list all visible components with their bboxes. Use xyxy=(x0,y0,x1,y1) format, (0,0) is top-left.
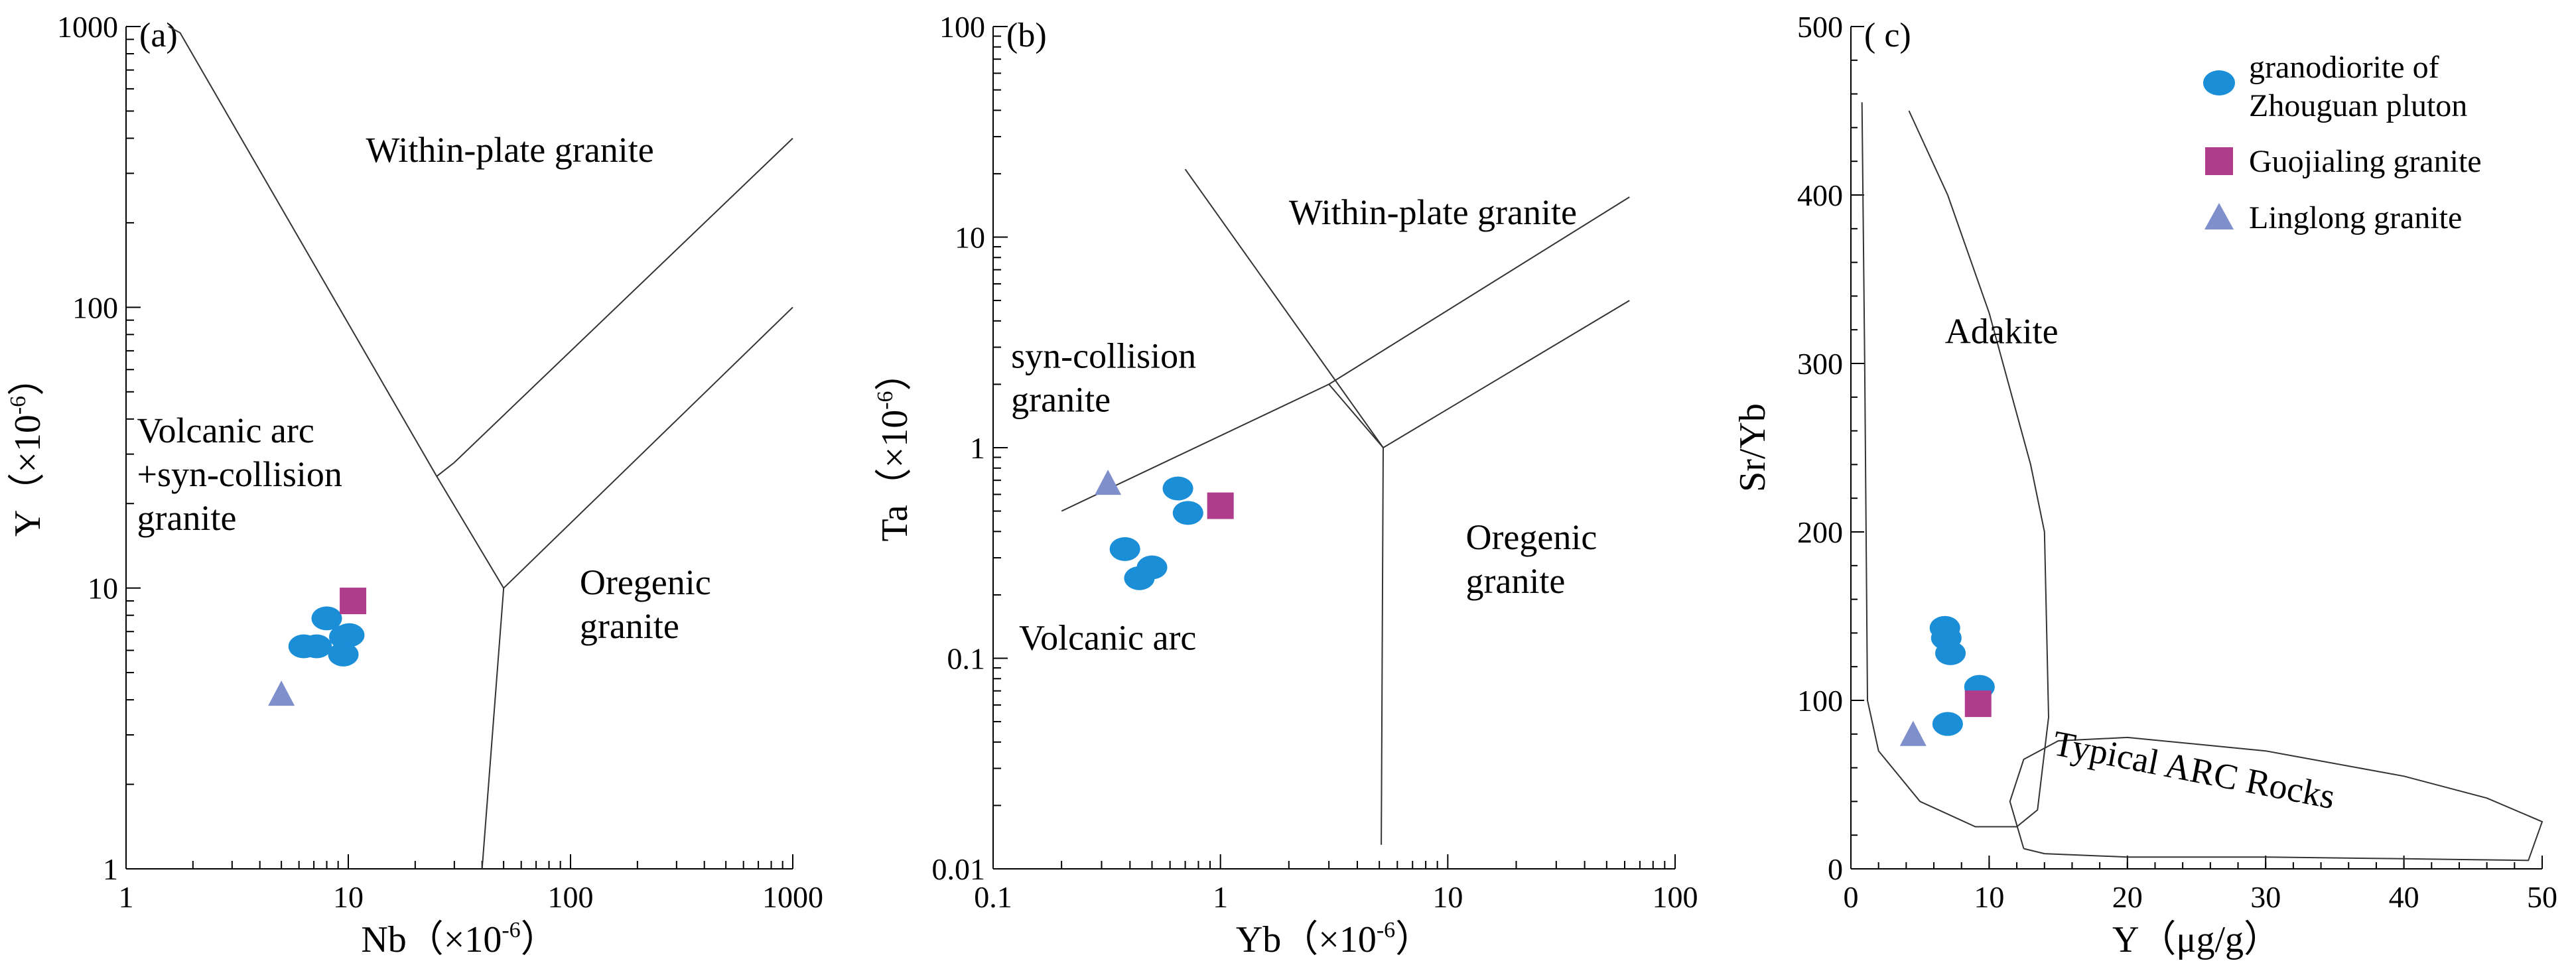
x-tick-label: 1 xyxy=(1213,880,1228,914)
granodiorite-point xyxy=(328,642,359,667)
granodiorite-point xyxy=(1109,537,1140,561)
legend-square-marker xyxy=(2205,147,2233,175)
field-boundary xyxy=(2009,736,2543,862)
y-tick-label: 10 xyxy=(88,572,118,606)
y-tick-label: 500 xyxy=(1797,10,1843,44)
granodiorite-point xyxy=(1124,566,1155,590)
y-tick-label: 0.1 xyxy=(947,642,986,676)
x-tick-label: 50 xyxy=(2527,880,2557,914)
granodiorite-point xyxy=(1935,641,1966,665)
x-tick-label: 0 xyxy=(1844,880,1859,914)
y-tick-label: 100 xyxy=(72,290,118,324)
legend-circle-marker xyxy=(2203,70,2235,96)
y-axis-title: Y（×10-6） xyxy=(6,359,48,537)
x-tick-label: 30 xyxy=(2250,880,2281,914)
y-tick-label: 100 xyxy=(939,10,985,44)
field-boundary xyxy=(1383,300,1630,448)
field-label: syn-collision granite xyxy=(1011,336,1196,419)
granodiorite-point xyxy=(1162,476,1193,501)
x-tick-label: 10 xyxy=(333,880,364,914)
y-tick-label: 1000 xyxy=(57,10,118,44)
field-label: Volcanic arc +syn-collision granite xyxy=(137,411,342,538)
granodiorite-point xyxy=(1932,712,1963,736)
legend: granodiorite of Zhouguan pluton Guojialing… xyxy=(2203,50,2482,235)
y-tick-label: 400 xyxy=(1797,178,1843,212)
x-tick-label: 0.1 xyxy=(974,880,1012,914)
field-boundary xyxy=(1861,102,2050,828)
field-boundary xyxy=(503,306,793,589)
y-tick-label: 1 xyxy=(970,431,985,465)
legend-label: granodiorite of Zhouguan pluton xyxy=(2249,50,2467,123)
y-axis-title: Sr/Yb xyxy=(1732,403,1773,492)
field-label: Volcanic arc xyxy=(1019,617,1196,657)
x-axis-title: Nb（×10-6） xyxy=(361,918,557,960)
legend-triangle-marker xyxy=(2204,203,2234,229)
panel-label: (a) xyxy=(139,17,178,54)
panel-label: (b) xyxy=(1006,17,1047,54)
y-tick-label: 10 xyxy=(955,221,985,255)
linglong-point xyxy=(1095,470,1122,495)
field-label: Oregenic granite xyxy=(1465,517,1597,601)
y-tick-label: 100 xyxy=(1797,684,1843,718)
guojialing-point xyxy=(1964,690,1992,718)
x-tick-label: 10 xyxy=(1432,880,1463,914)
linglong-point xyxy=(268,680,295,706)
panel-a-nb-y-diagram: 1 10 100 1000 1 10 100 1000 (a) Nb（×10-6） Y（×10-6）… xyxy=(6,10,823,960)
guojialing-point xyxy=(1207,492,1234,519)
x-tick-label: 100 xyxy=(548,880,594,914)
y-tick-label: 1 xyxy=(103,852,118,886)
granodiorite-point xyxy=(311,606,342,631)
x-axis-title: Yb（×10-6） xyxy=(1236,918,1432,960)
y-tick-label: 200 xyxy=(1797,515,1843,549)
field-label: Within-plate granite xyxy=(366,130,654,170)
linglong-point xyxy=(1899,720,1927,746)
y-tick-label: 0 xyxy=(1828,852,1843,886)
field-label: Adakite xyxy=(1945,312,2059,352)
granodiorite-point xyxy=(1172,501,1203,525)
x-axis-title: Y（μg/g） xyxy=(2112,919,2281,960)
granodiorite-point xyxy=(301,634,332,659)
granodiorite-point xyxy=(334,623,365,647)
field-label: Typical ARC Rocks xyxy=(2050,723,2339,816)
x-tick-label: 1000 xyxy=(762,880,823,914)
x-tick-label: 20 xyxy=(2112,880,2143,914)
legend-label: Linglong granite xyxy=(2249,200,2462,235)
guojialing-point xyxy=(340,588,367,615)
y-tick-label: 0.01 xyxy=(932,852,986,886)
y-axis-title: Ta（×10-6） xyxy=(873,354,915,541)
field-label: Within-plate granite xyxy=(1289,192,1577,232)
panel-label: ( c) xyxy=(1864,17,1911,54)
y-tick-label: 300 xyxy=(1797,347,1843,381)
x-tick-label: 1 xyxy=(119,880,134,914)
x-tick-label: 40 xyxy=(2389,880,2419,914)
x-tick-label: 10 xyxy=(1974,880,2004,914)
field-boundary xyxy=(436,137,793,477)
field-boundary xyxy=(1328,383,1384,448)
x-tick-label: 100 xyxy=(1653,880,1698,914)
field-label: Oregenic granite xyxy=(580,562,711,646)
legend-label: Guojialing granite xyxy=(2249,144,2482,179)
